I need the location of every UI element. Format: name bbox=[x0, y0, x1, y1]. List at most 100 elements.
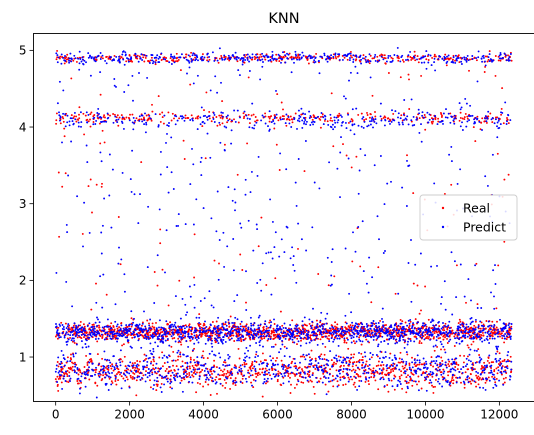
data-point bbox=[273, 127, 276, 130]
data-point bbox=[223, 378, 226, 381]
data-point bbox=[110, 338, 113, 340]
data-point bbox=[472, 126, 475, 129]
data-point bbox=[103, 365, 106, 368]
data-point bbox=[250, 331, 253, 334]
data-point bbox=[267, 56, 270, 58]
data-point bbox=[259, 339, 262, 342]
data-point bbox=[302, 328, 304, 331]
data-point bbox=[431, 330, 434, 333]
data-point bbox=[83, 377, 86, 380]
data-point bbox=[338, 54, 341, 57]
data-point bbox=[417, 61, 420, 64]
data-point bbox=[205, 91, 208, 94]
data-point bbox=[183, 158, 186, 160]
data-point bbox=[244, 360, 247, 362]
data-point bbox=[165, 141, 167, 144]
data-point bbox=[88, 331, 91, 334]
data-point bbox=[204, 157, 207, 160]
data-point bbox=[159, 56, 161, 59]
data-point bbox=[198, 378, 201, 380]
data-point bbox=[265, 380, 268, 383]
data-point bbox=[331, 379, 334, 382]
data-point bbox=[56, 383, 59, 386]
data-point bbox=[89, 178, 92, 181]
data-point bbox=[315, 337, 318, 340]
data-point bbox=[286, 57, 289, 60]
data-point bbox=[95, 333, 98, 336]
data-point bbox=[209, 89, 212, 92]
data-point bbox=[138, 329, 141, 332]
data-point bbox=[332, 333, 335, 335]
data-point bbox=[239, 116, 241, 119]
data-point bbox=[89, 113, 92, 116]
data-point bbox=[103, 114, 106, 117]
data-point bbox=[166, 132, 168, 135]
data-point bbox=[296, 119, 299, 122]
data-point bbox=[91, 328, 94, 331]
data-point bbox=[474, 333, 476, 336]
data-point bbox=[250, 114, 253, 117]
data-point bbox=[434, 118, 437, 121]
data-point bbox=[136, 376, 139, 379]
data-point bbox=[145, 338, 148, 340]
data-point bbox=[67, 174, 70, 177]
data-point bbox=[365, 338, 368, 341]
data-point bbox=[253, 328, 256, 331]
data-point bbox=[210, 330, 212, 333]
data-point bbox=[184, 117, 187, 120]
data-point bbox=[82, 112, 85, 115]
data-point bbox=[210, 120, 213, 123]
data-point bbox=[353, 353, 356, 356]
data-point bbox=[221, 323, 224, 325]
data-point bbox=[258, 326, 261, 329]
data-point bbox=[487, 357, 490, 359]
data-point bbox=[159, 331, 162, 334]
data-point bbox=[279, 116, 282, 119]
data-point bbox=[338, 112, 341, 115]
data-point bbox=[248, 60, 251, 63]
data-point bbox=[250, 170, 253, 173]
data-point bbox=[319, 55, 322, 58]
data-point bbox=[115, 335, 118, 337]
data-point bbox=[159, 242, 162, 245]
data-point bbox=[282, 51, 284, 54]
data-point bbox=[322, 116, 325, 119]
data-point bbox=[86, 121, 89, 124]
data-point bbox=[72, 337, 75, 340]
data-point bbox=[323, 331, 326, 334]
data-point bbox=[140, 329, 143, 332]
data-point bbox=[217, 324, 220, 327]
data-point bbox=[417, 380, 420, 383]
data-point bbox=[87, 185, 90, 188]
data-point bbox=[79, 320, 82, 323]
data-point bbox=[152, 358, 155, 361]
data-point bbox=[150, 334, 153, 337]
data-point bbox=[206, 118, 209, 121]
data-point bbox=[244, 337, 247, 340]
data-point bbox=[193, 306, 196, 309]
data-point bbox=[237, 69, 240, 72]
data-point bbox=[457, 54, 460, 57]
data-point bbox=[148, 327, 151, 330]
data-point bbox=[223, 125, 226, 128]
data-point bbox=[63, 334, 66, 337]
data-point bbox=[413, 380, 415, 383]
data-point bbox=[101, 182, 103, 185]
data-point bbox=[257, 245, 260, 248]
data-point bbox=[481, 117, 484, 120]
data-point bbox=[325, 322, 328, 325]
data-point bbox=[114, 332, 117, 335]
data-point bbox=[212, 116, 215, 119]
data-point bbox=[381, 376, 384, 379]
data-point bbox=[99, 93, 102, 96]
data-point bbox=[124, 53, 127, 56]
data-point bbox=[252, 249, 255, 252]
data-point bbox=[330, 54, 333, 57]
data-point bbox=[285, 335, 288, 337]
data-point bbox=[394, 292, 397, 295]
data-point bbox=[54, 378, 57, 381]
data-point bbox=[290, 55, 293, 58]
data-point bbox=[244, 178, 247, 181]
data-point bbox=[147, 368, 150, 370]
data-point bbox=[368, 116, 371, 119]
